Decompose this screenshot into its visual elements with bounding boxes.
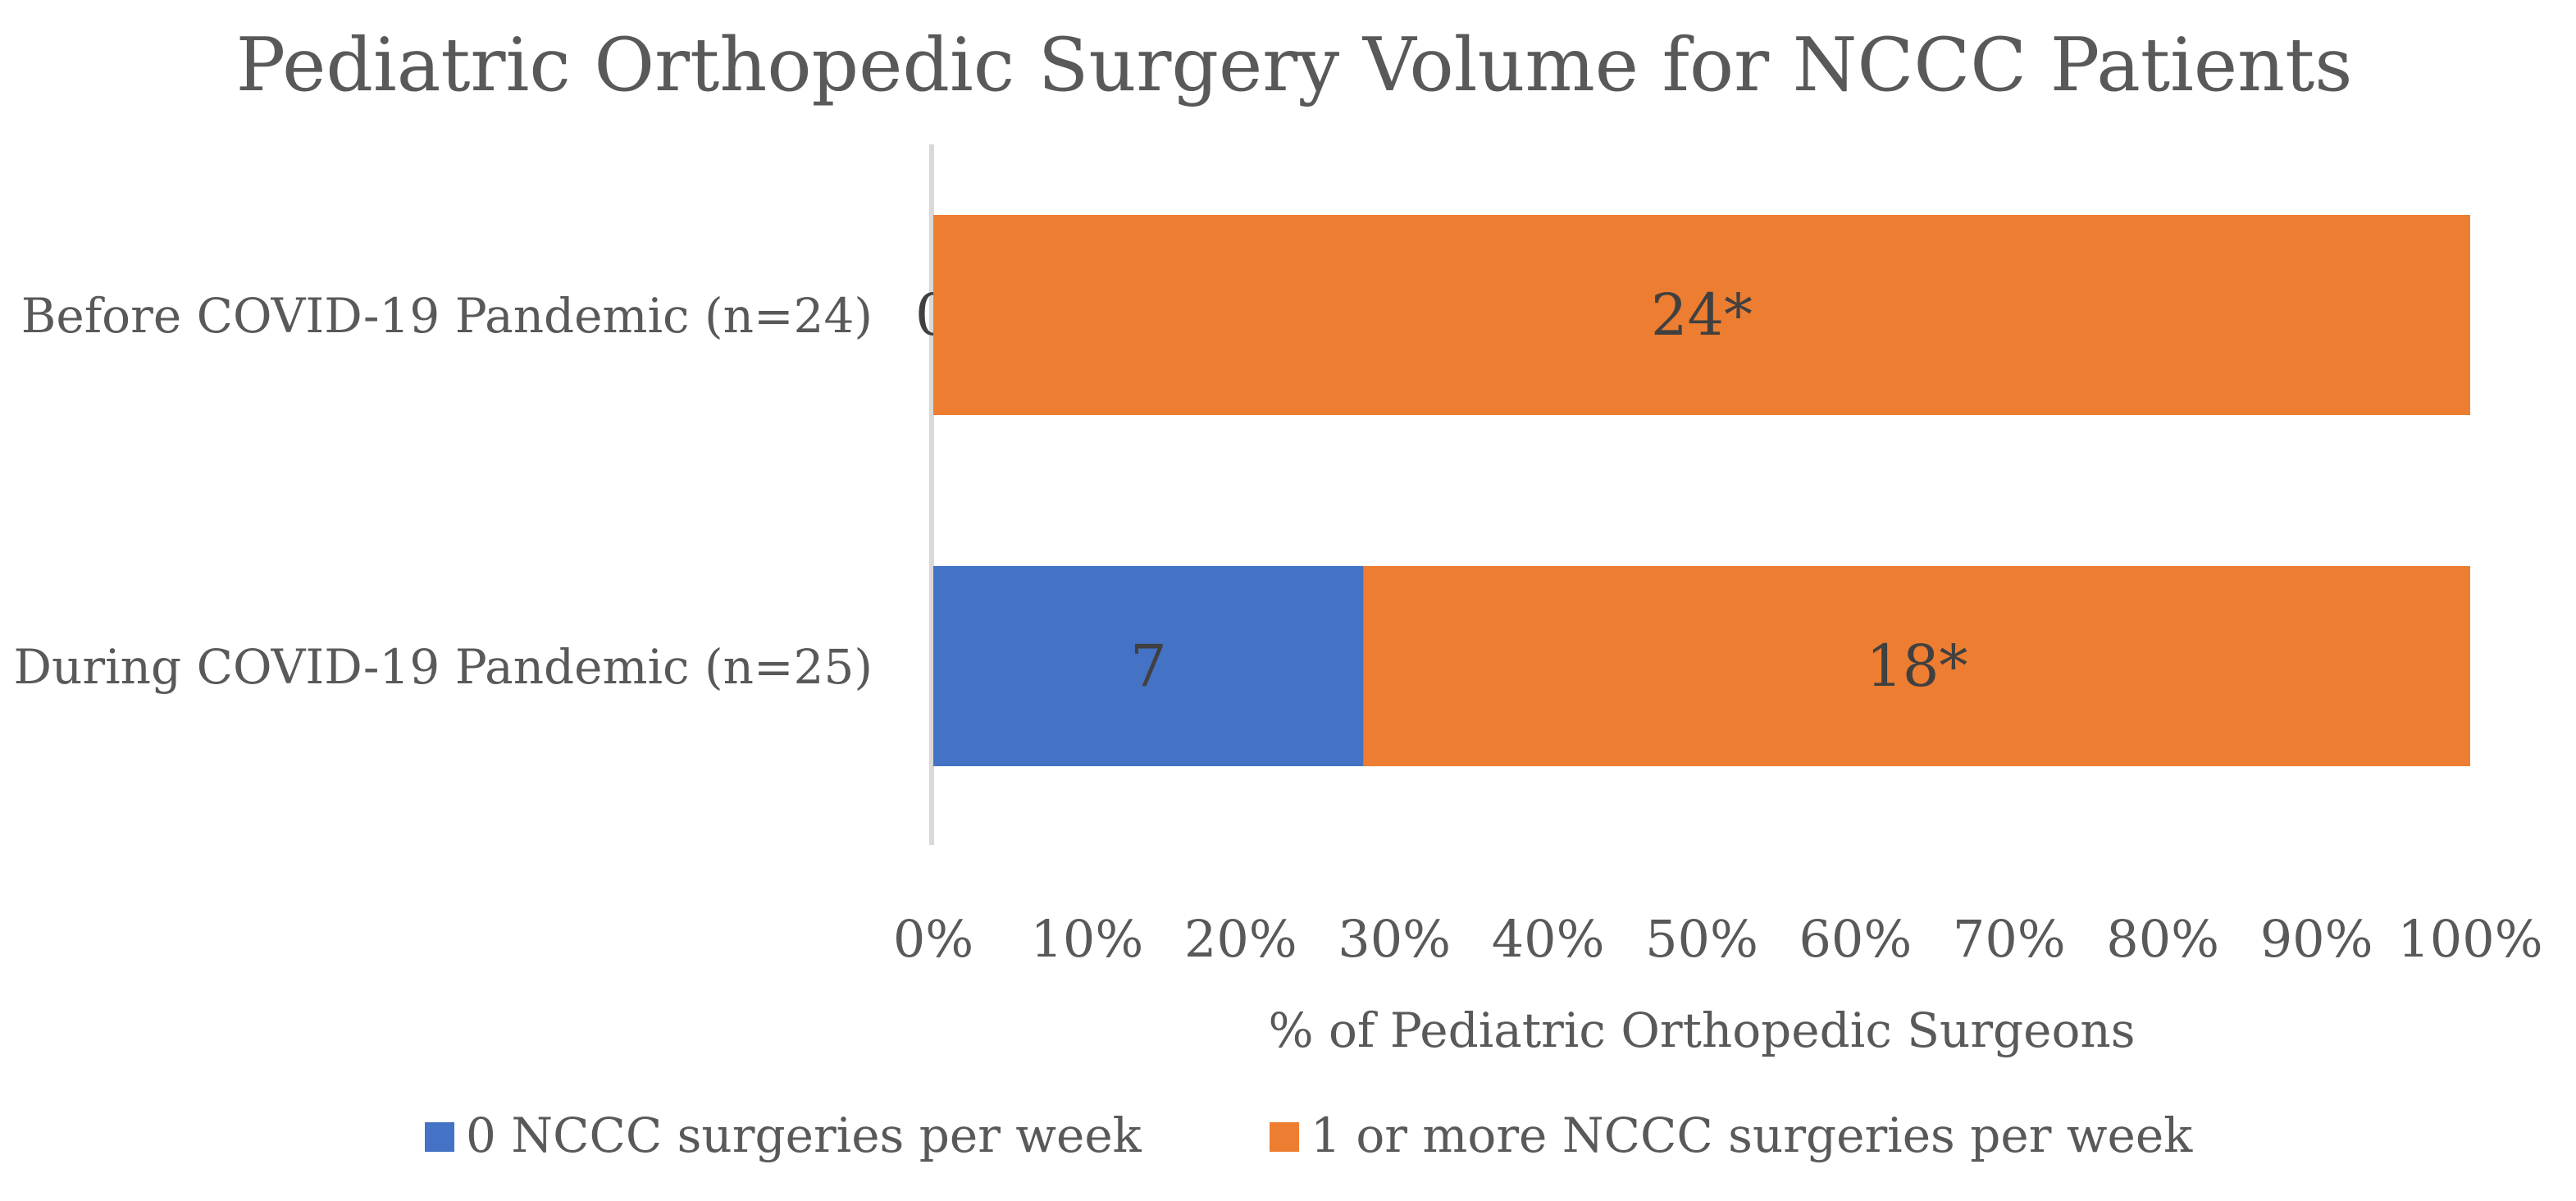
x-axis-title: % of Pediatric Orthopedic Surgeons bbox=[1268, 1002, 2135, 1058]
legend-label: 0 NCCC surgeries per week bbox=[466, 1107, 1142, 1163]
x-tick-label: 100% bbox=[2397, 909, 2542, 969]
x-tick-label: 20% bbox=[1184, 909, 1297, 969]
x-tick-labels: 0% 10% 20% 30% 40% 50% 60% 70% 80% 90% 100% bbox=[893, 909, 2543, 969]
bar-segment bbox=[1363, 566, 2470, 766]
data-label: 24* bbox=[1651, 281, 1753, 349]
category-label: Before COVID-19 Pandemic (n=24) bbox=[21, 288, 873, 344]
legend: 0 NCCC surgeries per week 1 or more NCCC … bbox=[425, 1107, 2193, 1163]
x-tick-label: 90% bbox=[2260, 909, 2373, 969]
x-tick-label: 70% bbox=[1953, 909, 2066, 969]
bar-segment bbox=[933, 215, 2470, 415]
x-tick-label: 10% bbox=[1030, 909, 1143, 969]
x-tick-label: 80% bbox=[2106, 909, 2219, 969]
x-tick-label: 60% bbox=[1799, 909, 1912, 969]
category-labels: Before COVID-19 Pandemic (n=24) During CO… bbox=[14, 288, 873, 695]
data-label: 7 bbox=[1130, 632, 1167, 700]
legend-swatch bbox=[1270, 1122, 1299, 1152]
bars: 024*718* bbox=[915, 215, 2470, 766]
category-label: During COVID-19 Pandemic (n=25) bbox=[14, 639, 873, 695]
x-tick-label: 50% bbox=[1645, 909, 1758, 969]
data-label: 18* bbox=[1866, 632, 1967, 700]
chart-title: Pediatric Orthopedic Surgery Volume for … bbox=[236, 22, 2353, 108]
x-tick-label: 0% bbox=[893, 909, 973, 969]
legend-swatch bbox=[425, 1122, 454, 1152]
x-tick-label: 40% bbox=[1492, 909, 1605, 969]
bar-segment bbox=[933, 566, 1364, 766]
legend-label: 1 or more NCCC surgeries per week bbox=[1311, 1107, 2193, 1163]
x-tick-label: 30% bbox=[1338, 909, 1451, 969]
